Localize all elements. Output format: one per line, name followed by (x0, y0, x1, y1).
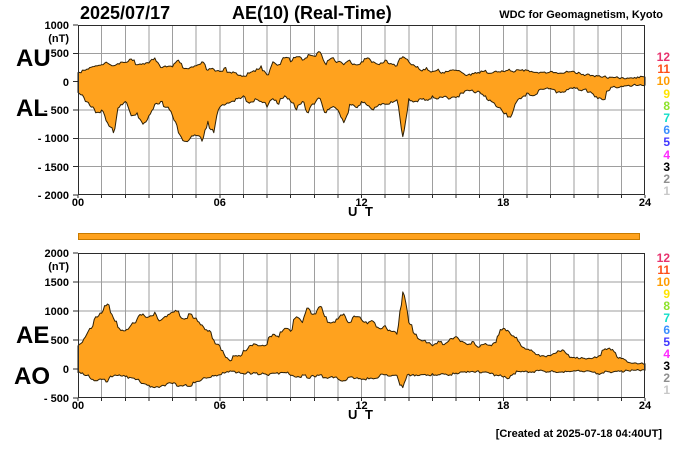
y-tick-label: - 500 (43, 393, 69, 405)
x-tick-label: 06 (213, 400, 226, 412)
y-tick-label: - 500 (43, 105, 69, 117)
station-number-10: 10 (656, 275, 670, 289)
station-number-11: 11 (657, 263, 670, 277)
created-at-label: [Created at 2025-07-18 04:40UT] (495, 428, 662, 440)
date-label: 2025/07/17 (80, 3, 171, 23)
station-number-5: 5 (663, 135, 670, 150)
station-list-bottom: 12 11 10 9 8 7 6 5 4 3 2 1 (652, 252, 670, 396)
station-number-10: 10 (656, 74, 670, 89)
station-number-7: 7 (663, 311, 670, 325)
station-number-3: 3 (663, 359, 670, 373)
data-availability-bar (78, 233, 640, 240)
station-number-7: 7 (663, 111, 670, 126)
x-axis-title-bottom: U T (348, 407, 375, 422)
station-number-8: 8 (663, 98, 670, 113)
au-al-band-chart (73, 24, 646, 198)
x-tick-label: 00 (71, 197, 85, 209)
y-tick-label: 1000 (44, 306, 69, 318)
station-number-2: 2 (663, 371, 670, 385)
station-list-top: 12 11 10 9 8 7 6 5 4 3 2 1 (652, 50, 670, 199)
station-number-4: 4 (663, 147, 670, 162)
y-axis-unit: (nT) (48, 261, 69, 273)
y-axis-bottom: 2000 (nT) 1500 1000 500 0 - 500 (0, 248, 71, 405)
station-number-6: 6 (663, 123, 670, 138)
y-tick-label: - 2000 (37, 190, 69, 202)
y-tick-label: 0 (62, 364, 69, 376)
x-tick-label: 18 (497, 197, 510, 209)
x-tick-label: 12 (355, 197, 368, 209)
station-number-3: 3 (663, 159, 670, 174)
label-ao: AO (14, 363, 50, 390)
station-number-1: 1 (663, 383, 670, 397)
page-title: AE(10) (Real-Time) (232, 3, 392, 23)
y-tick-label: 500 (50, 48, 69, 61)
source-label: WDC for Geomagnetism, Kyoto (499, 9, 663, 21)
station-number-9: 9 (663, 287, 670, 301)
panel-ae-ao: 2000 (nT) 1500 1000 500 0 - 500 00 06 12 18 24 U T (44, 248, 651, 422)
label-al: AL (16, 95, 48, 122)
station-number-5: 5 (663, 335, 670, 349)
x-tick-label: 24 (638, 197, 652, 209)
y-tick-label: 1000 (44, 20, 69, 32)
station-number-12: 12 (656, 251, 670, 265)
station-number-2: 2 (663, 172, 670, 187)
y-tick-label: - 1500 (37, 161, 69, 174)
station-number-4: 4 (663, 347, 670, 361)
station-number-12: 12 (656, 50, 670, 64)
y-tick-label: 2000 (44, 248, 69, 260)
label-ae: AE (16, 322, 50, 349)
y-tick-label: 500 (50, 335, 69, 347)
x-tick-label: 12 (355, 400, 368, 412)
y-axis-top: 1000 (nT) 500 0 - 500 - 1000 - 1500 - 2000 (0, 20, 71, 202)
y-tick-label: 0 (62, 76, 69, 89)
station-number-1: 1 (663, 184, 670, 199)
x-tick-label: 06 (213, 197, 226, 209)
x-tick-label: 24 (638, 400, 652, 412)
y-tick-label: - 1000 (37, 133, 69, 146)
y-axis-unit: (nT) (48, 33, 69, 45)
panel-au-al: 1000 (nT) 500 0 - 500 - 1000 - 1500 - 2000 00 06… (38, 20, 651, 219)
label-au: AU (16, 45, 51, 72)
x-axis-bottom: 00 06 12 18 24 (72, 398, 651, 414)
station-number-11: 11 (657, 62, 670, 77)
station-number-8: 8 (663, 299, 670, 313)
x-tick-label: 18 (497, 400, 510, 412)
x-axis-title-top: U T (348, 204, 375, 219)
station-number-6: 6 (663, 323, 670, 337)
x-tick-label: 00 (71, 400, 85, 412)
x-axis-top: 00 06 12 18 24 (72, 195, 651, 211)
y-tick-label: 1500 (44, 277, 69, 289)
station-number-9: 9 (663, 86, 670, 101)
ae-ao-band-chart (73, 252, 646, 401)
